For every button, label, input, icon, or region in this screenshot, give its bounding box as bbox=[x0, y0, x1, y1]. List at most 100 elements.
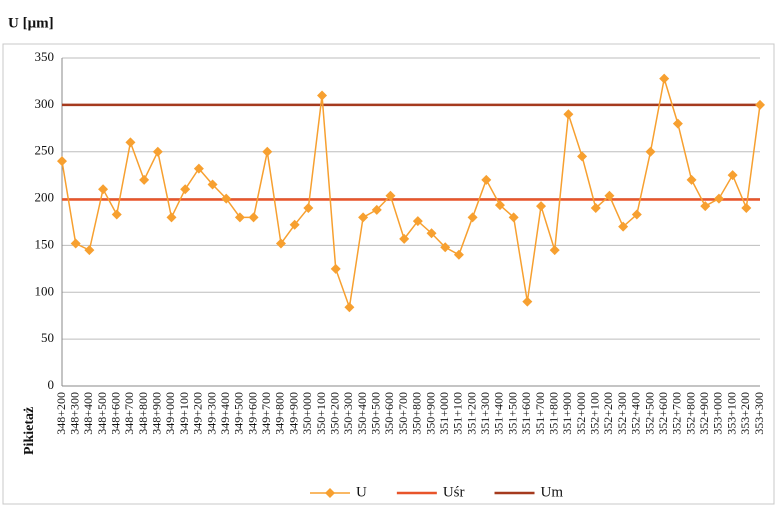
x-tick-label: 352+000 bbox=[574, 392, 588, 435]
x-tick-label: 350+800 bbox=[410, 392, 424, 435]
data-point bbox=[84, 245, 95, 256]
legend-marker bbox=[325, 488, 335, 498]
data-point bbox=[207, 179, 218, 190]
x-tick-label: 349+300 bbox=[204, 392, 218, 435]
y-tick-label: 350 bbox=[35, 49, 55, 64]
data-point bbox=[234, 212, 245, 223]
x-tick-label: 349+100 bbox=[177, 392, 191, 435]
x-tick-label: 348+300 bbox=[67, 392, 81, 435]
data-point bbox=[262, 146, 273, 157]
legend-label: Um bbox=[541, 484, 564, 500]
x-tick-label: 351+800 bbox=[546, 392, 560, 435]
x-tick-label: 352+900 bbox=[697, 392, 711, 435]
data-point bbox=[57, 156, 67, 167]
data-point bbox=[440, 242, 451, 253]
data-point bbox=[303, 202, 314, 213]
data-point bbox=[152, 146, 163, 157]
chart-frame bbox=[2, 43, 775, 505]
x-tick-label: 350+900 bbox=[423, 392, 437, 435]
data-point bbox=[631, 209, 642, 220]
x-tick-label: 350+600 bbox=[382, 392, 396, 435]
x-tick-label: 349+200 bbox=[191, 392, 205, 435]
x-tick-label: 348+900 bbox=[150, 392, 164, 435]
data-point bbox=[494, 200, 505, 211]
x-axis-title: Pikietaż bbox=[22, 407, 37, 455]
data-point bbox=[700, 201, 711, 212]
data-point bbox=[618, 221, 629, 232]
data-point bbox=[467, 212, 478, 223]
x-tick-label: 352+200 bbox=[601, 392, 615, 435]
y-tick-label: 200 bbox=[35, 190, 55, 205]
data-point bbox=[399, 233, 410, 244]
data-point bbox=[221, 193, 232, 204]
data-point bbox=[248, 212, 259, 223]
x-tick-label: 352+100 bbox=[588, 392, 602, 435]
x-tick-label: 351+600 bbox=[519, 392, 533, 435]
data-point bbox=[577, 151, 588, 162]
x-tick-label: 349+000 bbox=[163, 392, 177, 435]
x-tick-label: 351+400 bbox=[492, 392, 506, 435]
data-point bbox=[508, 212, 519, 223]
x-tick-label: 353+300 bbox=[752, 392, 766, 435]
data-point bbox=[330, 263, 341, 274]
y-tick-label: 0 bbox=[48, 377, 55, 392]
data-point bbox=[590, 202, 601, 213]
data-point bbox=[385, 190, 396, 201]
data-point bbox=[522, 296, 533, 307]
x-tick-label: 350+000 bbox=[300, 392, 314, 435]
x-tick-label: 350+200 bbox=[327, 392, 341, 435]
data-point bbox=[275, 238, 286, 249]
data-point bbox=[426, 228, 437, 239]
x-tick-label: 351+300 bbox=[478, 392, 492, 435]
x-tick-label: 348+600 bbox=[108, 392, 122, 435]
x-tick-label: 349+700 bbox=[259, 392, 273, 435]
data-point bbox=[180, 184, 191, 195]
series-line bbox=[61, 78, 761, 308]
x-tick-label: 350+400 bbox=[355, 392, 369, 435]
data-point bbox=[344, 302, 355, 313]
data-point bbox=[563, 109, 574, 120]
x-tick-label: 350+700 bbox=[396, 392, 410, 435]
x-tick-label: 349+800 bbox=[273, 392, 287, 435]
data-point bbox=[741, 202, 752, 213]
x-tick-label: 349+500 bbox=[232, 392, 246, 435]
data-point bbox=[713, 193, 724, 204]
y-tick-label: 250 bbox=[35, 143, 55, 158]
y-tick-label: 300 bbox=[35, 96, 55, 111]
data-point bbox=[549, 245, 560, 256]
data-point bbox=[70, 238, 81, 249]
x-tick-label: 352+800 bbox=[683, 392, 697, 435]
y-tick-label: 150 bbox=[35, 236, 55, 251]
x-tick-label: 352+300 bbox=[615, 392, 629, 435]
data-point bbox=[645, 146, 656, 157]
data-point bbox=[317, 90, 328, 101]
x-tick-label: 351+000 bbox=[437, 392, 451, 435]
y-axis-title: U [μm] bbox=[8, 15, 54, 31]
data-point bbox=[604, 190, 615, 201]
data-point bbox=[289, 219, 300, 230]
data-point bbox=[139, 174, 150, 185]
data-point bbox=[111, 209, 122, 220]
x-tick-label: 350+500 bbox=[369, 392, 383, 435]
x-tick-label: 350+100 bbox=[314, 392, 328, 435]
data-point bbox=[412, 216, 423, 227]
legend-label: U bbox=[356, 484, 367, 500]
x-tick-label: 349+400 bbox=[218, 392, 232, 435]
data-point bbox=[371, 204, 382, 215]
x-tick-label: 352+500 bbox=[642, 392, 656, 435]
x-tick-label: 352+600 bbox=[656, 392, 670, 435]
data-point bbox=[481, 174, 492, 185]
data-point bbox=[358, 212, 369, 223]
x-tick-label: 351+200 bbox=[464, 392, 478, 435]
x-tick-label: 349+900 bbox=[286, 392, 300, 435]
x-tick-label: 348+800 bbox=[136, 392, 150, 435]
data-point bbox=[193, 163, 204, 174]
x-tick-label: 353+000 bbox=[711, 392, 725, 435]
x-tick-label: 350+300 bbox=[341, 392, 355, 435]
data-point bbox=[536, 201, 547, 212]
data-point bbox=[453, 249, 464, 260]
x-tick-label: 349+600 bbox=[245, 392, 259, 435]
x-tick-label: 348+200 bbox=[54, 392, 68, 435]
x-tick-label: 351+100 bbox=[451, 392, 465, 435]
